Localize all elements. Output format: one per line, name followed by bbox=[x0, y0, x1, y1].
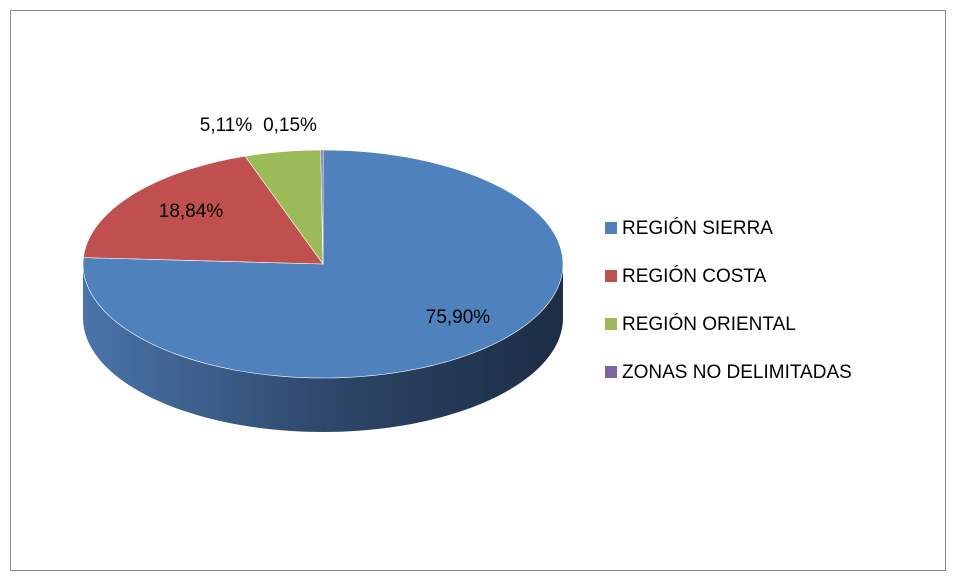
data-label: 75,90% bbox=[426, 307, 491, 328]
legend-swatch bbox=[605, 222, 617, 234]
slice bbox=[244, 149, 324, 265]
legend-swatch bbox=[605, 366, 617, 378]
legend-label: REGIÓN ORIENTAL bbox=[622, 313, 796, 335]
data-label: 5,11% bbox=[200, 115, 253, 136]
legend-label: REGIÓN SIERRA bbox=[622, 217, 773, 239]
data-label: 0,15% bbox=[263, 115, 317, 136]
legend-label: ZONAS NO DELIMITADAS bbox=[622, 362, 852, 383]
legend-swatch bbox=[605, 270, 617, 282]
data-label: 18,84% bbox=[159, 201, 224, 222]
slice bbox=[320, 149, 324, 265]
legend-label: REGIÓN COSTA bbox=[622, 265, 767, 287]
slice-side bbox=[83, 264, 563, 432]
legend-swatch bbox=[605, 318, 617, 330]
slice bbox=[83, 155, 324, 265]
